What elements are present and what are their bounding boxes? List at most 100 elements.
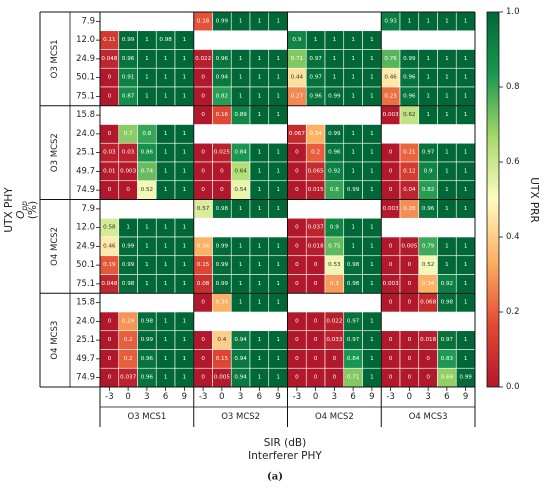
x-axis-title-line1: SIR (dB) [264, 437, 306, 449]
cell-value-label: 1 [445, 112, 449, 118]
cell-value-label: 0.98 [441, 300, 454, 306]
cell-value-label: 1 [164, 75, 168, 81]
cell-value-label: 0.19 [103, 262, 116, 268]
cell-value-label: 1 [370, 75, 374, 81]
cell-value-label: 1 [445, 206, 449, 212]
cell-value-label: 1 [464, 281, 468, 287]
cell-value-label: 1 [258, 56, 262, 62]
cell-value-label: 0.75 [328, 243, 341, 249]
cell-value-label: 0 [295, 187, 299, 193]
cell-value-label: 1 [370, 262, 374, 268]
cell-value-label: 1 [464, 262, 468, 268]
cell-value-label: 1 [164, 187, 168, 193]
cell-value-label: 0.62 [403, 112, 415, 118]
cell-value-label: 0.97 [441, 337, 454, 343]
cell-value-label: 0 [201, 93, 205, 99]
cell-value-label: 1 [370, 56, 374, 62]
cell-value-label: 0.74 [141, 168, 154, 174]
row-group-label: O4 MCS2 [50, 227, 60, 266]
cell-value-label: 1 [258, 93, 262, 99]
cell-value-label: 0 [126, 187, 130, 193]
cell-value-label: 0.01 [103, 168, 116, 174]
cell-value-label: 1 [351, 93, 355, 99]
cell-value-label: 1 [183, 262, 187, 268]
cell-value-label: 1 [464, 168, 468, 174]
cell-value-label: 0.86 [141, 150, 154, 156]
cell-value-label: 0.98 [141, 318, 154, 324]
cell-value-label: 0.64 [234, 168, 247, 174]
cell-value-label: 0 [220, 168, 224, 174]
cell-value-label: 1 [370, 225, 374, 231]
row-label: 24.0 [76, 129, 95, 139]
cell-value-label: 1 [445, 93, 449, 99]
cell-value-label: 1 [276, 262, 280, 268]
cell-value-label: 1 [276, 75, 280, 81]
cell-value-label: 1 [351, 56, 355, 62]
cell-value-label: 1 [183, 75, 187, 81]
cell-value-label: 0.03 [122, 150, 135, 156]
cell-value-label: 1 [276, 93, 280, 99]
cell-value-label: 0.003 [383, 112, 399, 118]
cell-value-label: 0 [201, 150, 205, 156]
cell-value-label: 0.8 [330, 187, 339, 193]
cell-value-label: 0.76 [384, 56, 397, 62]
cell-value-label: 0 [295, 281, 299, 287]
column-tick-label: 6 [163, 392, 168, 402]
column-tick-label: 6 [444, 392, 449, 402]
cell-value-label: 1 [464, 18, 468, 24]
cell-value-label: 0.003 [120, 168, 136, 174]
cell-value-label: 0.048 [101, 56, 117, 62]
cell-value-label: 1 [445, 187, 449, 193]
cell-value-label: 1 [445, 168, 449, 174]
cell-value-label: 0.57 [197, 206, 210, 212]
cell-value-label: 1 [370, 356, 374, 362]
cell-value-label: 0 [108, 375, 112, 381]
cell-value-label: 0 [201, 187, 205, 193]
cell-value-label: 1 [370, 93, 374, 99]
cell-value-label: 0.065 [308, 168, 324, 174]
heatmap-cells: 0.18 0.99 1 1 1 0.93 1 1 1 10.11 0.99 1 0.98 1 0.9 1 1 1 1… [99, 11, 476, 388]
cell-value-label: 0 [314, 356, 318, 362]
cell-value-label: 0 [389, 243, 393, 249]
cell-value-label: 1 [426, 93, 430, 99]
cell-value-label: 0.96 [141, 356, 154, 362]
cell-value-label: 0.52 [141, 187, 153, 193]
cell-value-label: 1 [258, 18, 262, 24]
cell-value-label: 1 [464, 300, 468, 306]
cell-value-label: 1 [239, 243, 243, 249]
cell-value-label: 0.98 [216, 206, 229, 212]
row-label: 25.1 [76, 148, 95, 158]
colorbar-border [486, 11, 500, 388]
cell-value-label: 0.82 [422, 187, 434, 193]
cell-value-label: 1 [239, 281, 243, 287]
cell-value-label: 1 [258, 300, 262, 306]
cell-value-label: 0.98 [347, 262, 360, 268]
cell-value-label: 1 [408, 18, 412, 24]
cell-value-label: 1 [276, 375, 280, 381]
cell-value-label: 0.87 [122, 93, 135, 99]
cell-value-label: 0.54 [234, 187, 247, 193]
cell-value-label: 0.93 [384, 18, 397, 24]
cell-value-label: 1 [239, 300, 243, 306]
cell-value-label: 1 [314, 37, 318, 43]
column-tick-label: -3 [293, 392, 301, 402]
cell-value-label: 1 [258, 168, 262, 174]
row-label: 50.1 [76, 260, 95, 270]
column-tick-label: -3 [105, 392, 113, 402]
column-tick-label: 3 [332, 392, 337, 402]
cell-value-label: 1 [276, 150, 280, 156]
column-tick-label: -3 [199, 392, 207, 402]
column-tick-label: 0 [125, 392, 130, 402]
cell-value-label: 1 [164, 375, 168, 381]
cell-value-label: 0.3 [330, 281, 339, 287]
cell-value-label: 0.29 [122, 318, 135, 324]
cell-value-label: 0 [201, 356, 205, 362]
row-group-label: O3 MCS1 [50, 39, 60, 78]
cell-value-label: 1 [464, 93, 468, 99]
row-label: 24.9 [76, 54, 95, 64]
cell-value-label: 0 [314, 337, 318, 343]
cell-value-label: 1 [276, 356, 280, 362]
cell-value-label: 1 [258, 281, 262, 287]
cell-value-label: 1 [145, 37, 149, 43]
group-separators [39, 11, 476, 427]
